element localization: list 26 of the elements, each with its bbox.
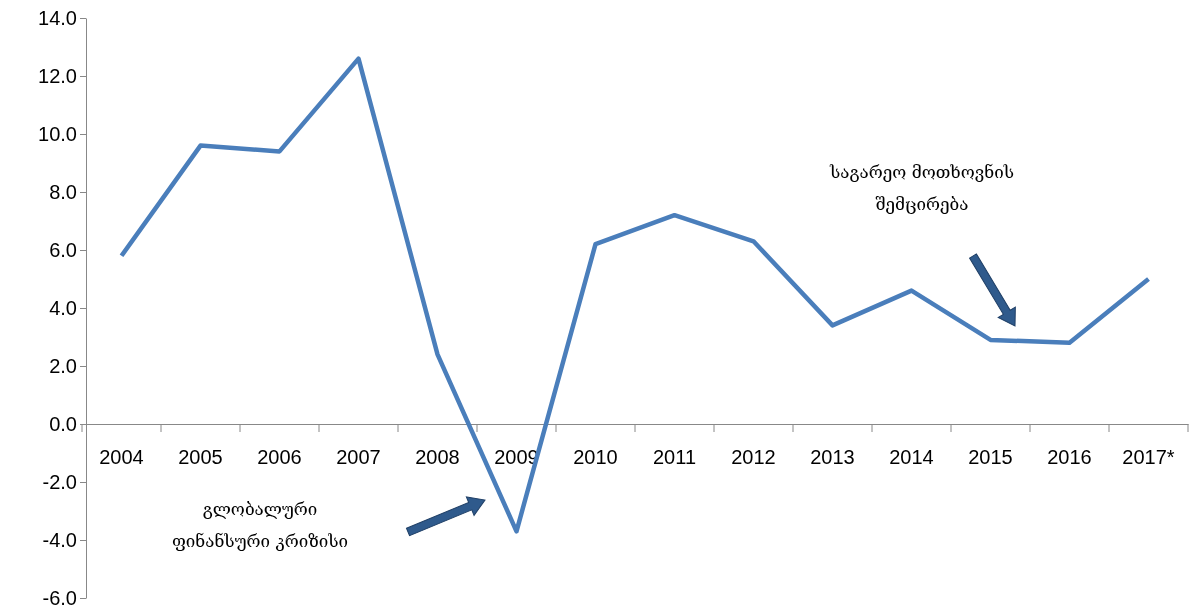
x-tick-label: 2010	[573, 446, 618, 469]
x-tick-label: 2016	[1047, 446, 1092, 469]
y-tick-label: -6.0	[42, 586, 77, 609]
x-tick-label: 2005	[178, 446, 223, 469]
y-tick-label: 2.0	[49, 354, 77, 377]
x-tick-label: 2004	[99, 446, 144, 469]
annotation: გლობალური ფინანსური კრიზისი	[171, 499, 349, 551]
x-tick-label: 2013	[810, 446, 855, 469]
x-tick-label: 2012	[731, 446, 776, 469]
x-tick-label: 2006	[257, 446, 302, 469]
y-tick-label: 0.0	[49, 412, 77, 435]
x-tick-label: 2015	[968, 446, 1013, 469]
annotation: საგარეო მოთხოვნის შემცირება	[828, 162, 1015, 214]
x-tick-label: 2007	[336, 446, 381, 469]
y-tick-label: 12.0	[38, 64, 77, 87]
y-tick-label: -2.0	[42, 470, 77, 493]
x-tick-label: 2014	[889, 446, 934, 469]
y-tick-label: 6.0	[49, 238, 77, 261]
y-tick-label: 8.0	[49, 180, 77, 203]
y-tick-label: 10.0	[38, 122, 77, 145]
x-tick-label: 2008	[415, 446, 460, 469]
y-tick-label: -4.0	[42, 528, 77, 551]
x-tick-label: 2017*	[1122, 446, 1175, 469]
y-tick-label: 4.0	[49, 296, 77, 319]
y-tick-label: 14.0	[38, 6, 77, 29]
x-tick-label: 2011	[652, 446, 697, 469]
